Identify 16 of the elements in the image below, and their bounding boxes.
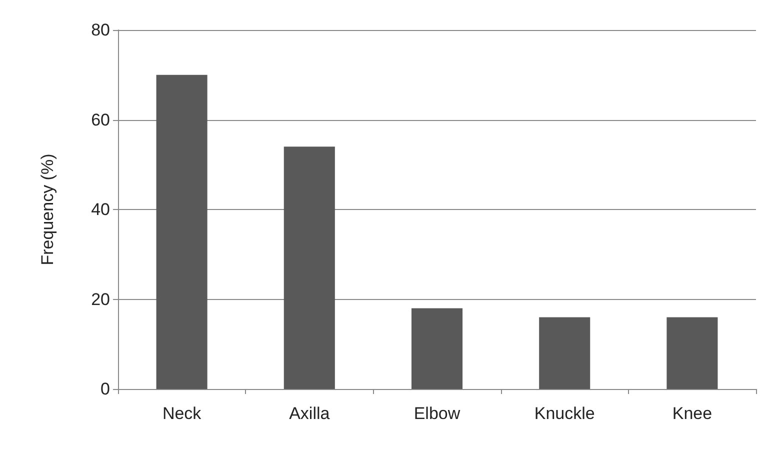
y-tick-label: 40 [91, 200, 110, 219]
y-tick-label: 0 [100, 380, 110, 398]
bar [156, 74, 208, 389]
y-tick-label: 20 [91, 290, 110, 309]
y-axis-title: Frequency (%) [38, 154, 57, 266]
bar [666, 317, 718, 389]
bar [539, 317, 590, 389]
bar [284, 146, 335, 389]
x-tick-label: Knee [672, 404, 712, 423]
x-tick-label: Axilla [289, 404, 330, 423]
x-tick-label: Elbow [414, 404, 461, 423]
x-tick-label: Neck [162, 404, 202, 423]
bar [411, 308, 463, 389]
y-tick-label: 80 [91, 20, 110, 40]
y-tick-label: 60 [91, 110, 110, 130]
x-tick-label: Knuckle [534, 404, 595, 423]
